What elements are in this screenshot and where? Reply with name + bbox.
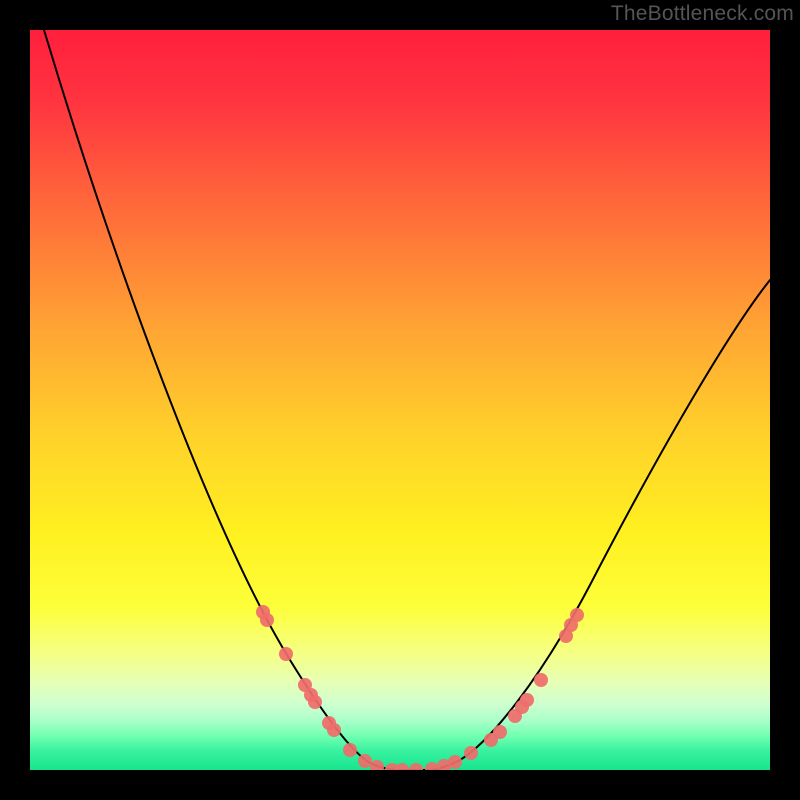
data-marker	[308, 695, 322, 709]
data-marker	[534, 673, 548, 687]
data-marker	[570, 608, 584, 622]
data-marker	[279, 647, 293, 661]
data-marker	[448, 755, 462, 769]
bottleneck-chart: TheBottleneck.com	[0, 0, 800, 800]
data-marker	[493, 725, 507, 739]
chart-svg	[0, 0, 800, 800]
data-marker	[358, 754, 372, 768]
data-marker	[343, 743, 357, 757]
data-marker	[520, 693, 534, 707]
data-marker	[260, 613, 274, 627]
watermark-text: TheBottleneck.com	[611, 2, 794, 26]
chart-gradient-background	[30, 30, 770, 770]
data-marker	[464, 746, 478, 760]
data-marker	[327, 723, 341, 737]
